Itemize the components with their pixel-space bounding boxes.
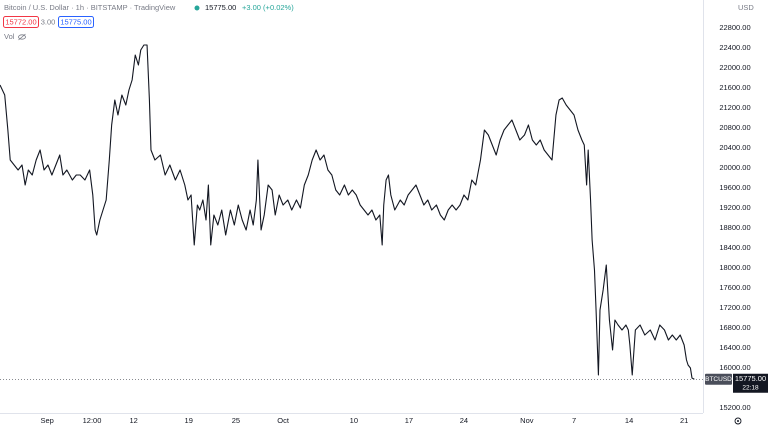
x-tick-label: Oct	[277, 416, 290, 425]
y-tick-label: 16400.00	[719, 343, 750, 352]
x-tick-label: 12	[130, 416, 138, 425]
y-tick-label: 15200.00	[719, 403, 750, 412]
bar-countdown: 22:18	[742, 384, 759, 391]
y-tick-label: 19600.00	[719, 183, 750, 192]
symbol-tag-bg	[705, 373, 732, 385]
y-tick-label: 22400.00	[719, 43, 750, 52]
x-tick-label: 25	[232, 416, 240, 425]
y-tick-label: 16000.00	[719, 363, 750, 372]
x-tick-label: 24	[460, 416, 468, 425]
price-tag-bg	[733, 373, 768, 393]
y-tick-label: 17200.00	[719, 303, 750, 312]
status-dot	[194, 5, 200, 11]
x-tick-label: 14	[625, 416, 633, 425]
x-tick-label: 21	[680, 416, 688, 425]
bid-price: 15772.00	[5, 17, 36, 26]
y-tick-label: 18400.00	[719, 243, 750, 252]
chart-title: Bitcoin / U.S. Dollar · 1h · BITSTAMP · …	[4, 3, 176, 12]
spread: 3.00	[41, 17, 56, 26]
y-tick-label: 22800.00	[719, 23, 750, 32]
y-tick-label: 16800.00	[719, 323, 750, 332]
symbol-tag: BTCUSD	[705, 376, 732, 383]
y-tick-label: 19200.00	[719, 203, 750, 212]
header-change: +3.00 (+0.02%)	[242, 3, 294, 12]
x-tick-label: Nov	[520, 416, 534, 425]
y-tick-label: 18000.00	[719, 263, 750, 272]
y-axis-label: USD	[738, 3, 754, 12]
x-tick-label: Sep	[41, 416, 54, 425]
y-tick-label: 18800.00	[719, 223, 750, 232]
y-tick-label: 17600.00	[719, 283, 750, 292]
bid-box[interactable]	[3, 16, 39, 28]
header-price: 15775.00	[205, 3, 236, 12]
x-tick-label: 7	[572, 416, 576, 425]
x-tick-label: 12:00	[83, 416, 102, 425]
y-tick-label: 21600.00	[719, 83, 750, 92]
price-tag: 15775.00	[735, 374, 766, 383]
ask-price: 15775.00	[60, 17, 91, 26]
x-tick-label: 19	[185, 416, 193, 425]
volume-label: Vol	[4, 32, 15, 41]
ask-box[interactable]	[58, 16, 94, 28]
x-tick-label: 10	[350, 416, 358, 425]
y-tick-label: 20800.00	[719, 123, 750, 132]
y-tick-label: 20400.00	[719, 143, 750, 152]
y-tick-label: 21200.00	[719, 103, 750, 112]
y-tick-label: 22000.00	[719, 63, 750, 72]
y-tick-label: 20000.00	[719, 163, 750, 172]
visibility-icon[interactable]	[18, 33, 26, 41]
x-tick-label: 17	[405, 416, 413, 425]
plot-area	[0, 44, 703, 380]
price-line	[0, 44, 695, 380]
settings-icon[interactable]	[734, 417, 742, 425]
